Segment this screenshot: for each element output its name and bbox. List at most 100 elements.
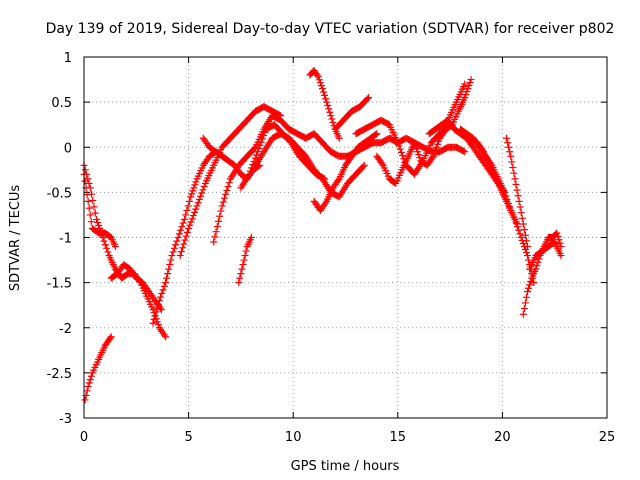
data-point bbox=[194, 199, 202, 207]
data-point bbox=[399, 152, 407, 160]
data-point bbox=[463, 88, 471, 96]
data-point bbox=[189, 212, 197, 220]
data-point bbox=[517, 234, 525, 241]
data-point bbox=[530, 279, 538, 287]
data-point bbox=[320, 88, 328, 96]
plot-frame bbox=[83, 56, 608, 419]
data-point bbox=[527, 277, 535, 285]
data-point bbox=[85, 204, 93, 212]
data-point bbox=[223, 186, 231, 194]
data-point bbox=[247, 234, 255, 241]
data-point bbox=[190, 184, 198, 192]
data-point bbox=[106, 334, 114, 342]
data-point bbox=[158, 289, 166, 297]
data-point bbox=[416, 154, 424, 162]
data-point bbox=[507, 152, 515, 160]
data-point bbox=[524, 288, 532, 296]
data-point bbox=[517, 209, 525, 217]
data-point bbox=[248, 164, 256, 172]
data-point bbox=[219, 198, 227, 206]
data-point bbox=[479, 146, 487, 154]
data-point bbox=[256, 141, 264, 149]
data-point bbox=[240, 256, 248, 264]
data-point bbox=[461, 94, 469, 102]
data-point bbox=[187, 218, 195, 226]
data-point bbox=[260, 132, 268, 140]
data-point bbox=[191, 208, 199, 216]
data-point bbox=[195, 195, 203, 203]
data-point bbox=[85, 379, 93, 387]
data-point bbox=[524, 243, 532, 251]
data-point bbox=[461, 80, 469, 88]
data-point bbox=[254, 148, 262, 156]
data-point bbox=[81, 177, 89, 185]
data-point bbox=[84, 382, 92, 390]
data-point bbox=[150, 315, 158, 323]
data-point bbox=[435, 137, 443, 145]
data-point bbox=[157, 306, 165, 314]
data-point bbox=[153, 304, 161, 312]
data-point bbox=[103, 244, 111, 252]
data-point bbox=[185, 224, 193, 232]
data-point bbox=[177, 248, 185, 256]
data-point bbox=[83, 191, 91, 199]
data-point bbox=[429, 152, 437, 160]
data-point bbox=[235, 279, 243, 287]
data-point bbox=[411, 139, 419, 147]
data-point bbox=[433, 143, 441, 151]
data-point bbox=[173, 237, 181, 245]
data-point bbox=[166, 261, 174, 269]
data-point bbox=[329, 118, 337, 126]
data-point bbox=[431, 146, 439, 154]
x-tick-label: 5 bbox=[184, 430, 192, 445]
data-point bbox=[515, 226, 523, 234]
data-point bbox=[373, 130, 381, 138]
data-point bbox=[556, 239, 564, 247]
x-tick-label: 15 bbox=[390, 430, 407, 445]
data-point bbox=[175, 230, 183, 238]
data-point bbox=[519, 310, 527, 318]
data-point bbox=[509, 164, 517, 172]
y-tick-label: -2.5 bbox=[47, 367, 72, 382]
data-point bbox=[414, 148, 422, 156]
data-point bbox=[193, 202, 201, 210]
data-point bbox=[397, 148, 405, 156]
data-point bbox=[157, 293, 165, 301]
y-tick-label: 0.5 bbox=[51, 96, 72, 111]
y-tick-label: -1 bbox=[59, 232, 72, 247]
data-point bbox=[257, 138, 265, 146]
data-point bbox=[258, 135, 266, 143]
data-point bbox=[162, 333, 170, 341]
data-point bbox=[90, 203, 98, 211]
data-point bbox=[169, 248, 177, 256]
data-point bbox=[462, 91, 470, 99]
data-point bbox=[181, 236, 189, 244]
data-point bbox=[238, 265, 246, 273]
data-point bbox=[512, 219, 520, 227]
data-point bbox=[508, 158, 516, 166]
data-point bbox=[86, 376, 94, 384]
data-point bbox=[95, 221, 103, 229]
data-point bbox=[553, 229, 561, 237]
data-point bbox=[261, 128, 269, 136]
data-point bbox=[524, 252, 532, 260]
data-point bbox=[179, 244, 187, 252]
data-point bbox=[200, 183, 208, 191]
data-point bbox=[177, 226, 185, 234]
data-point bbox=[318, 85, 326, 93]
data-point bbox=[510, 169, 518, 177]
data-point bbox=[214, 217, 222, 225]
data-point bbox=[91, 209, 99, 217]
data-point bbox=[430, 149, 438, 157]
data-point bbox=[187, 193, 195, 201]
x-tick-label: 20 bbox=[494, 430, 511, 445]
data-point bbox=[83, 387, 91, 395]
data-point bbox=[557, 252, 565, 260]
data-point bbox=[154, 300, 162, 308]
data-point bbox=[324, 102, 332, 110]
data-point bbox=[93, 215, 101, 223]
data-point bbox=[516, 203, 524, 211]
data-point bbox=[412, 142, 420, 150]
data-point bbox=[327, 112, 335, 120]
data-point bbox=[555, 236, 563, 244]
